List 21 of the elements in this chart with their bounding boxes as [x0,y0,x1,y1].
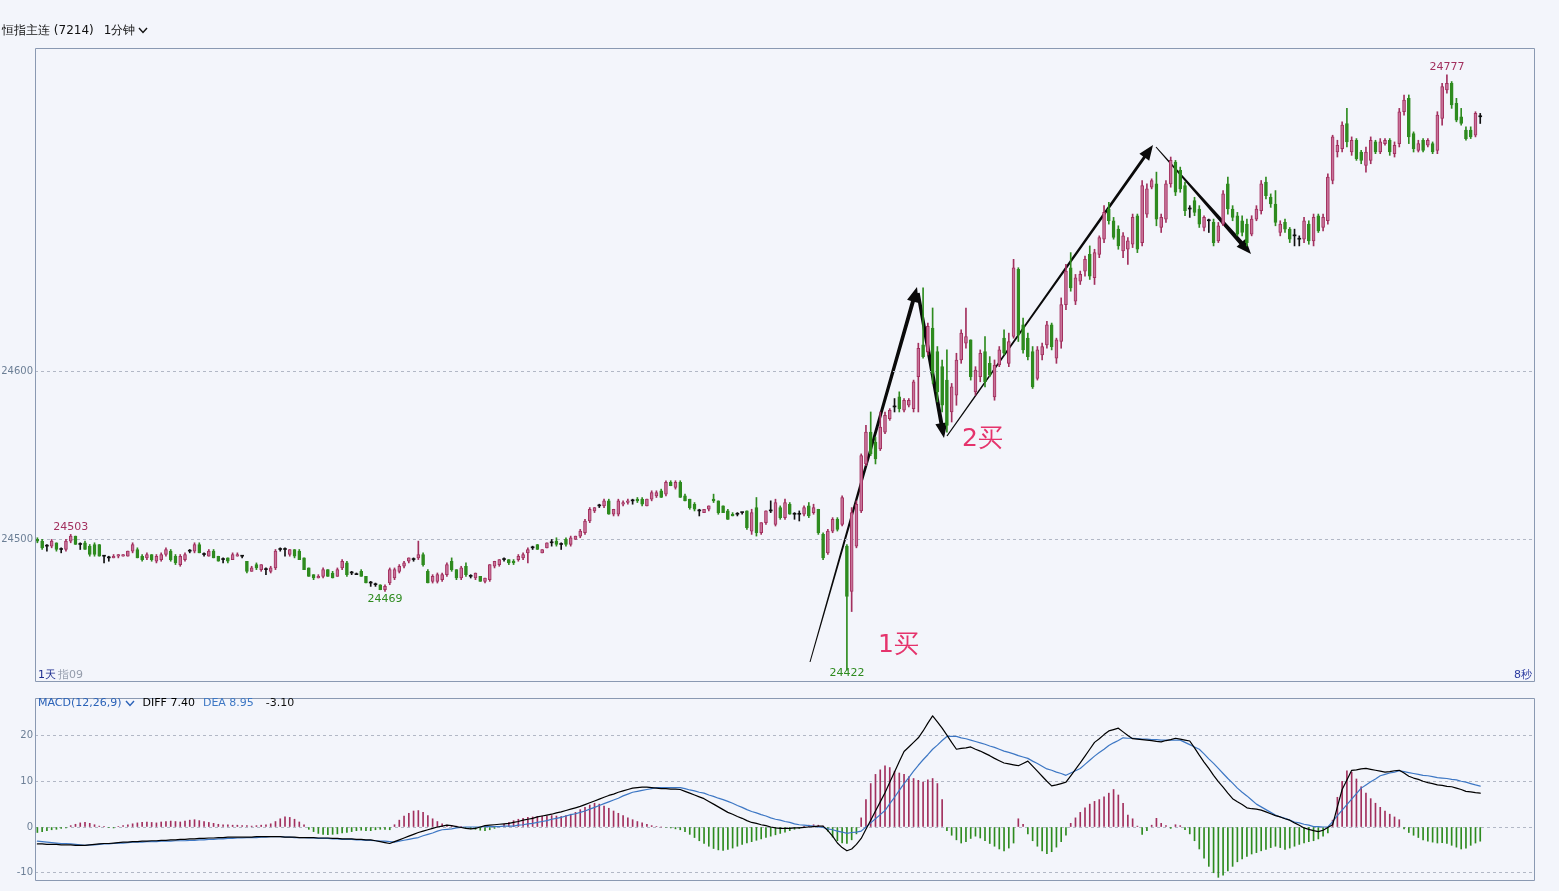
annotation: 8秒 [1514,668,1532,682]
y-tick-label: 0 [26,820,33,832]
y-tick-label: 24600 [1,365,33,377]
text: DEA 8.95 [202,696,254,710]
annotation: 1天 [38,668,56,682]
text: DIFF 7.40 [142,696,195,710]
annotation: 1买 [878,629,919,658]
annotation: 2买 [962,423,1003,452]
chart-title: MACD(12,26,9) [38,696,122,710]
y-tick-label: 24500 [1,533,33,545]
annotation: -3.10 [265,696,295,710]
annotation: 指09 [57,668,83,682]
annotation: 24422 [829,666,865,680]
annotation: 24469 [367,591,403,605]
y-tick-label: -10 [16,866,33,878]
y-tick-label: 20 [20,729,33,741]
y-tick-label: 10 [20,774,33,786]
annotation: 24503 [53,519,89,533]
chart-subtitle: 1分钟 [103,23,136,37]
annotation: 24777 [1429,60,1465,74]
chart-title: 恒指主连 (7214) [2,23,94,37]
